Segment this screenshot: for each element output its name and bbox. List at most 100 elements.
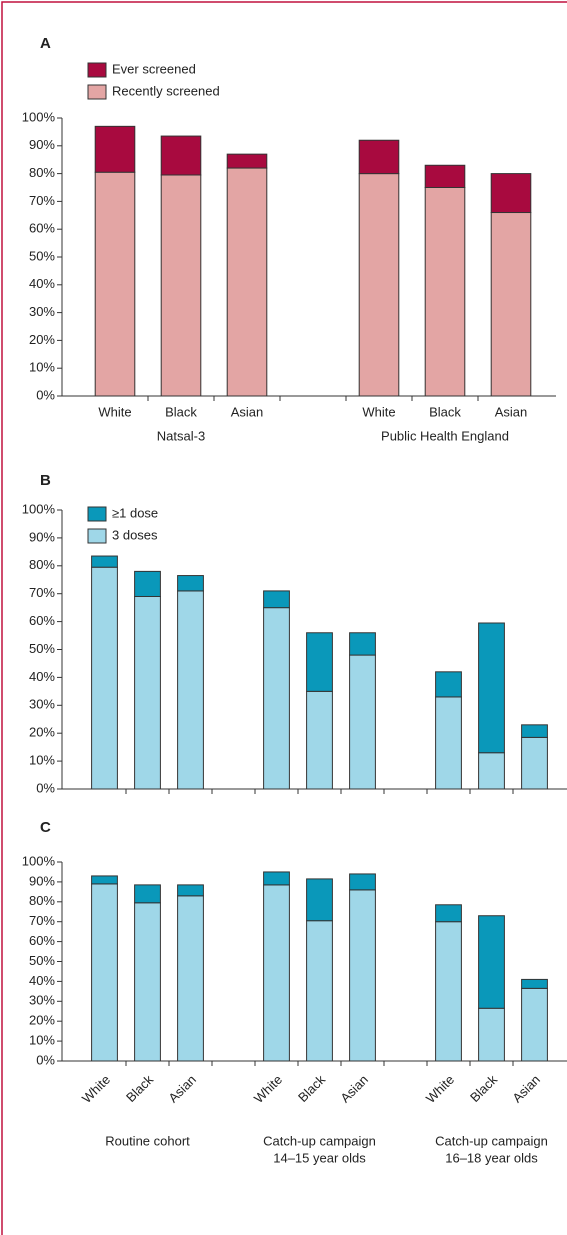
x-tick-label: Asian <box>509 1072 543 1106</box>
bar-segment <box>478 752 505 790</box>
bar-segment <box>478 915 505 1009</box>
y-tick-label: 10% <box>29 360 55 375</box>
bar-segment <box>349 889 376 1062</box>
panel-title: C <box>40 819 51 836</box>
legend-swatch <box>87 62 107 78</box>
y-tick-label: 70% <box>29 913 55 928</box>
bar-segment <box>424 164 466 188</box>
bar-segment <box>435 921 462 1062</box>
x-tick-label: Black <box>467 1072 500 1105</box>
y-tick-label: 90% <box>29 137 55 152</box>
x-tick-label: Asian <box>495 404 528 419</box>
bar-segment <box>521 987 548 1062</box>
y-tick-label: 40% <box>29 276 55 291</box>
x-tick-label: Black <box>295 1072 328 1105</box>
group-label: Routine cohort <box>105 1133 190 1148</box>
bar-segment <box>177 895 204 1062</box>
y-tick-label: 30% <box>29 697 55 712</box>
bar-segment <box>521 978 548 989</box>
x-tick-label: Asian <box>337 1072 371 1106</box>
x-tick-label: Black <box>165 404 197 419</box>
y-tick-label: 30% <box>29 304 55 319</box>
group-label: 14–15 year olds <box>273 1150 366 1165</box>
bar-segment <box>134 884 161 904</box>
bar-segment <box>435 671 462 698</box>
x-tick-label: Asian <box>165 1072 199 1106</box>
y-tick-label: 70% <box>29 193 55 208</box>
legend-swatch <box>87 506 107 522</box>
bar-segment <box>160 135 202 176</box>
y-tick-label: 60% <box>29 221 55 236</box>
bar-segment <box>521 724 548 738</box>
bar-segment <box>306 920 333 1062</box>
legend-label: 3 doses <box>112 527 158 542</box>
y-tick-label: 10% <box>29 1033 55 1048</box>
y-tick-label: 30% <box>29 993 55 1008</box>
bar-segment <box>263 590 290 609</box>
y-tick-label: 20% <box>29 332 55 347</box>
bar-segment <box>134 902 161 1062</box>
x-tick-label: Black <box>429 404 461 419</box>
bar-segment <box>490 212 532 397</box>
legend-label: Recently screened <box>112 83 220 98</box>
bar-segment <box>358 173 400 397</box>
x-tick-label: White <box>251 1072 285 1106</box>
x-tick-label: Asian <box>231 404 264 419</box>
bar-segment <box>226 153 268 169</box>
group-label: Catch-up campaign <box>435 1133 548 1148</box>
y-tick-label: 80% <box>29 165 55 180</box>
x-tick-label: White <box>423 1072 457 1106</box>
x-tick-label: White <box>79 1072 113 1106</box>
y-tick-label: 100% <box>22 853 56 868</box>
y-tick-label: 60% <box>29 613 55 628</box>
bar-segment <box>134 570 161 597</box>
y-tick-label: 80% <box>29 557 55 572</box>
bar-segment <box>263 871 290 886</box>
bar-segment <box>177 884 204 897</box>
legend-label: Ever screened <box>112 61 196 76</box>
y-tick-label: 80% <box>29 893 55 908</box>
bar-segment <box>490 173 532 214</box>
group-label: 16–18 year olds <box>445 1150 538 1165</box>
group-label: Catch-up campaign <box>263 1133 376 1148</box>
bar-segment <box>521 736 548 790</box>
y-tick-label: 40% <box>29 669 55 684</box>
y-tick-label: 0% <box>36 780 55 795</box>
y-tick-label: 20% <box>29 725 55 740</box>
bar-segment <box>91 875 118 885</box>
bar-segment <box>177 590 204 790</box>
bar-segment <box>94 171 136 397</box>
bar-segment <box>263 884 290 1062</box>
y-tick-label: 0% <box>36 1052 55 1067</box>
bar-segment <box>349 632 376 656</box>
bar-segment <box>306 632 333 692</box>
legend-label: ≥1 dose <box>112 505 158 520</box>
group-label: Public Health England <box>381 428 509 443</box>
y-tick-label: 10% <box>29 753 55 768</box>
group-label: Natsal-3 <box>157 428 205 443</box>
bar-segment <box>435 696 462 790</box>
bar-segment <box>91 566 118 790</box>
panel-title: A <box>40 35 51 52</box>
legend-swatch <box>87 84 107 100</box>
y-tick-label: 50% <box>29 953 55 968</box>
bar-segment <box>349 654 376 790</box>
y-tick-label: 90% <box>29 873 55 888</box>
x-tick-label: White <box>362 404 395 419</box>
bar-segment <box>478 622 505 754</box>
bar-segment <box>435 904 462 923</box>
y-tick-label: 100% <box>22 501 56 516</box>
y-tick-label: 70% <box>29 585 55 600</box>
y-tick-label: 50% <box>29 248 55 263</box>
bar-segment <box>349 873 376 891</box>
y-tick-label: 20% <box>29 1013 55 1028</box>
bar-segment <box>358 139 400 175</box>
y-tick-label: 90% <box>29 529 55 544</box>
y-tick-label: 50% <box>29 641 55 656</box>
y-tick-label: 40% <box>29 973 55 988</box>
bar-segment <box>177 575 204 592</box>
bar-segment <box>424 187 466 397</box>
bar-segment <box>134 595 161 790</box>
